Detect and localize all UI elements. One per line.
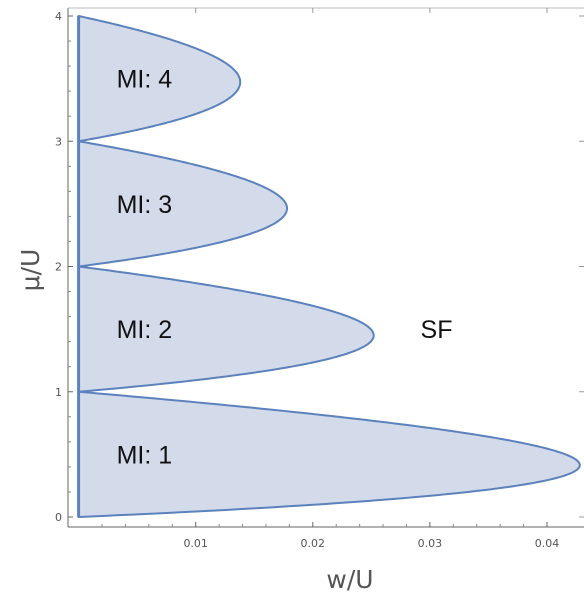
- x-tick-label: 0.03: [418, 537, 443, 550]
- axis-ticks: 0.01 0.02 0.03 0.04 0 1 2 3 4: [55, 8, 584, 550]
- mott-lobe: [77, 140, 289, 268]
- annotations: SF: [421, 316, 453, 344]
- lobe-label: MI: 4: [117, 66, 173, 94]
- mott-lobe: [77, 265, 375, 393]
- sf-region-label: SF: [421, 316, 453, 344]
- axis-lines: [67, 8, 584, 528]
- lobe-label: MI: 3: [117, 191, 173, 219]
- y-tick-label: 3: [55, 135, 62, 148]
- lobe-labels: MI: 1 MI: 2 MI: 3 MI: 4: [117, 66, 173, 470]
- y-axis-label: μ/U: [16, 249, 45, 292]
- mott-lobes: [77, 15, 581, 518]
- y-tick-label: 0: [55, 511, 62, 524]
- plot-frame: [67, 7, 584, 528]
- lobe-label: MI: 2: [117, 316, 173, 344]
- y-tick-label: 4: [55, 10, 62, 23]
- x-tick-label: 0.02: [301, 537, 326, 550]
- mott-lobe: [77, 15, 242, 143]
- y-tick-label: 1: [55, 386, 62, 399]
- y-tick-label: 2: [55, 261, 62, 274]
- x-tick-label: 0.01: [183, 537, 208, 550]
- x-tick-label: 0.04: [535, 537, 560, 550]
- mott-lobe: [77, 390, 581, 518]
- x-axis-label: w/U: [326, 565, 373, 594]
- lobe-label: MI: 1: [117, 441, 173, 469]
